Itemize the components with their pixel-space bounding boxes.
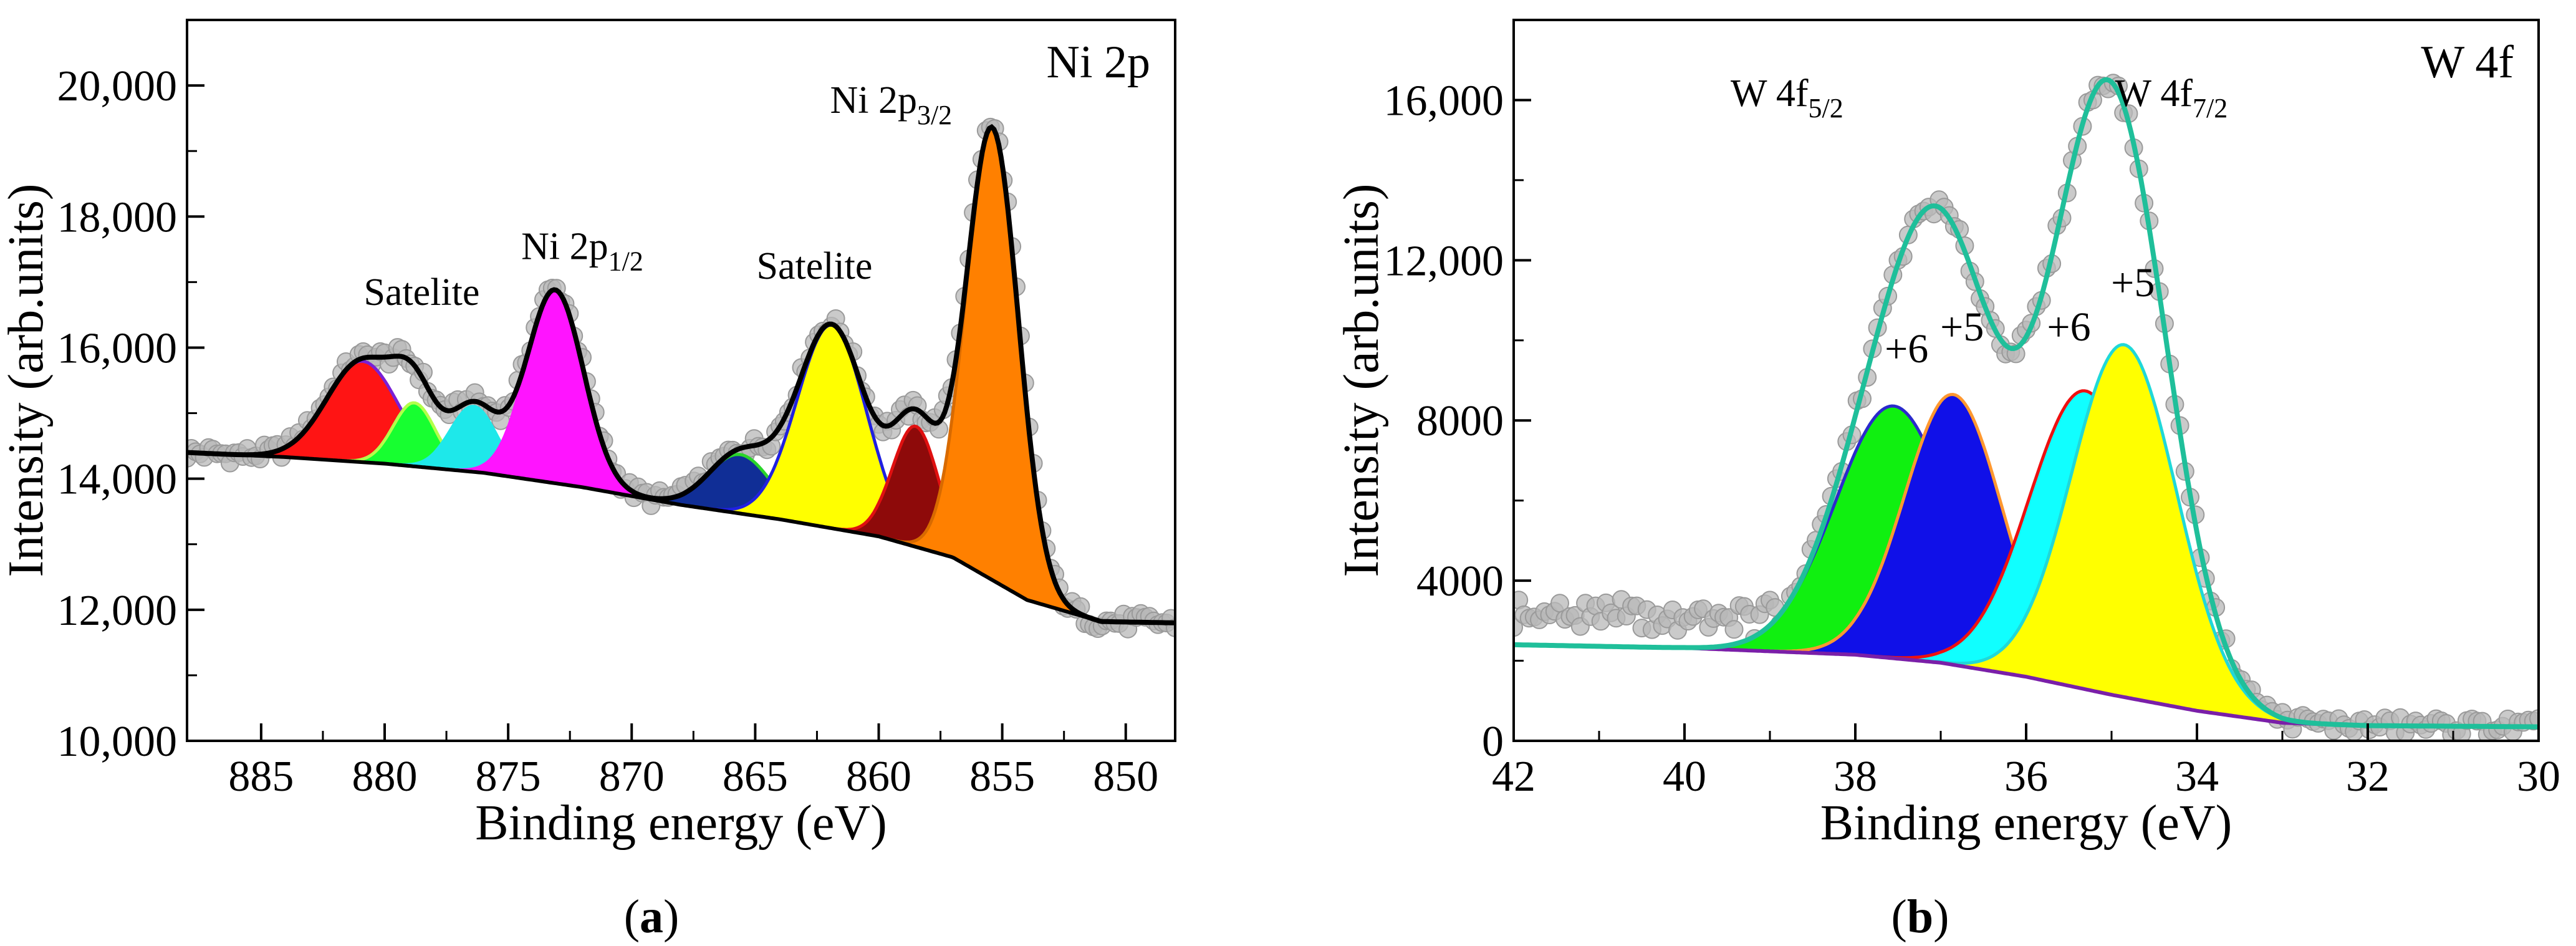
x-tick-label: 870 bbox=[599, 753, 665, 801]
oxidation-state-label: +5 bbox=[1940, 304, 1984, 350]
component-fill bbox=[187, 406, 1175, 623]
x-tick-label: 34 bbox=[2175, 753, 2219, 801]
annotation-subscript: 1/2 bbox=[608, 246, 643, 277]
peak-annotation: W 4f5/2 bbox=[1731, 72, 1843, 123]
x-tick-label: 38 bbox=[1833, 753, 1877, 801]
y-tick-label: 10,000 bbox=[57, 718, 178, 766]
background-line bbox=[187, 450, 1175, 625]
component-fill bbox=[1514, 390, 2539, 727]
annotation-subscript: 7/2 bbox=[2193, 93, 2228, 123]
oxidation-state-label: +6 bbox=[2047, 304, 2090, 350]
caption-a: (a) bbox=[624, 890, 680, 943]
y-axis-title: Intensity (arb.units) bbox=[1334, 184, 1389, 577]
envelope-line bbox=[187, 123, 1175, 625]
y-tick-label: 12,000 bbox=[57, 587, 178, 635]
panel-a: 885 880 875 870 865 860 855 850 10,000 12,000 14,0… bbox=[0, 19, 1176, 851]
y-tick-label: 0 bbox=[1482, 718, 1504, 766]
x-tick-label: 855 bbox=[969, 753, 1035, 801]
panel-title: Ni 2p bbox=[1047, 37, 1151, 88]
data-point bbox=[2529, 709, 2539, 728]
x-tick-label: 860 bbox=[846, 753, 911, 801]
annotation-text: +6 bbox=[2047, 304, 2090, 350]
annotation-text: Satelite bbox=[363, 271, 479, 314]
data-point bbox=[1724, 620, 1744, 639]
annotation-text: +6 bbox=[1885, 326, 1928, 372]
x-tick-label: 885 bbox=[228, 753, 294, 801]
peak-annotation: Satelite bbox=[363, 271, 479, 314]
x-axis-title: Binding energy (eV) bbox=[475, 796, 887, 851]
panel-b: 42 40 38 36 34 32 30 0 4000 8000 12,000 16,000 Bindi… bbox=[1334, 19, 2560, 851]
x-tick-label: 875 bbox=[476, 753, 541, 801]
peak-annotation: Ni 2p1/2 bbox=[521, 226, 643, 277]
caption-b: (b) bbox=[1891, 890, 1949, 943]
plot-area bbox=[187, 117, 1175, 639]
component-fill bbox=[187, 426, 1175, 623]
plot-frame bbox=[186, 19, 1176, 742]
x-tick-label: 880 bbox=[352, 753, 418, 801]
component-fill bbox=[1514, 344, 2539, 727]
component-fill bbox=[1514, 406, 2539, 727]
peak-annotation: Ni 2p3/2 bbox=[830, 79, 952, 130]
annotation-text: Satelite bbox=[756, 245, 872, 287]
y-tick-label: 14,000 bbox=[57, 456, 178, 504]
annotation-text: W 4f bbox=[2115, 72, 2193, 115]
annotation-text: Ni 2p bbox=[830, 79, 917, 122]
annotation-text: W 4f bbox=[1731, 72, 1809, 115]
annotation-subscript: 3/2 bbox=[917, 100, 952, 130]
x-tick-label: 36 bbox=[2004, 753, 2048, 801]
peak-annotation: W 4f7/2 bbox=[2115, 72, 2228, 123]
oxidation-state-label: +5 bbox=[2111, 260, 2155, 306]
y-tick-label: 20,000 bbox=[57, 62, 178, 110]
y-tick-label: 18,000 bbox=[57, 193, 178, 241]
x-axis-title: Binding energy (eV) bbox=[1820, 796, 2232, 851]
peak-annotation: Satelite bbox=[756, 245, 872, 287]
annotation-text: Ni 2p bbox=[521, 226, 608, 268]
x-tick-label: 850 bbox=[1093, 753, 1158, 801]
y-axis-title: Intensity (arb.units) bbox=[0, 184, 54, 577]
y-tick-label: 4000 bbox=[1416, 557, 1504, 606]
y-tick-label: 16,000 bbox=[1384, 77, 1504, 125]
x-tick-label: 40 bbox=[1663, 753, 1706, 801]
component-fill bbox=[187, 127, 1175, 623]
annotation-text: +5 bbox=[2111, 260, 2155, 306]
x-tick-label: 865 bbox=[723, 753, 788, 801]
annotation-text: +5 bbox=[1940, 304, 1984, 350]
panel-title: W 4f bbox=[2421, 37, 2514, 88]
x-tick-label: 32 bbox=[2346, 753, 2390, 801]
annotation-subscript: 5/2 bbox=[1809, 93, 1843, 123]
oxidation-state-label: +6 bbox=[1885, 326, 1928, 372]
y-tick-label: 8000 bbox=[1416, 397, 1504, 445]
y-tick-label: 16,000 bbox=[57, 324, 178, 372]
x-tick-label: 30 bbox=[2517, 753, 2560, 801]
y-tick-label: 12,000 bbox=[1384, 237, 1504, 285]
x-tick-label: 42 bbox=[1492, 753, 1536, 801]
